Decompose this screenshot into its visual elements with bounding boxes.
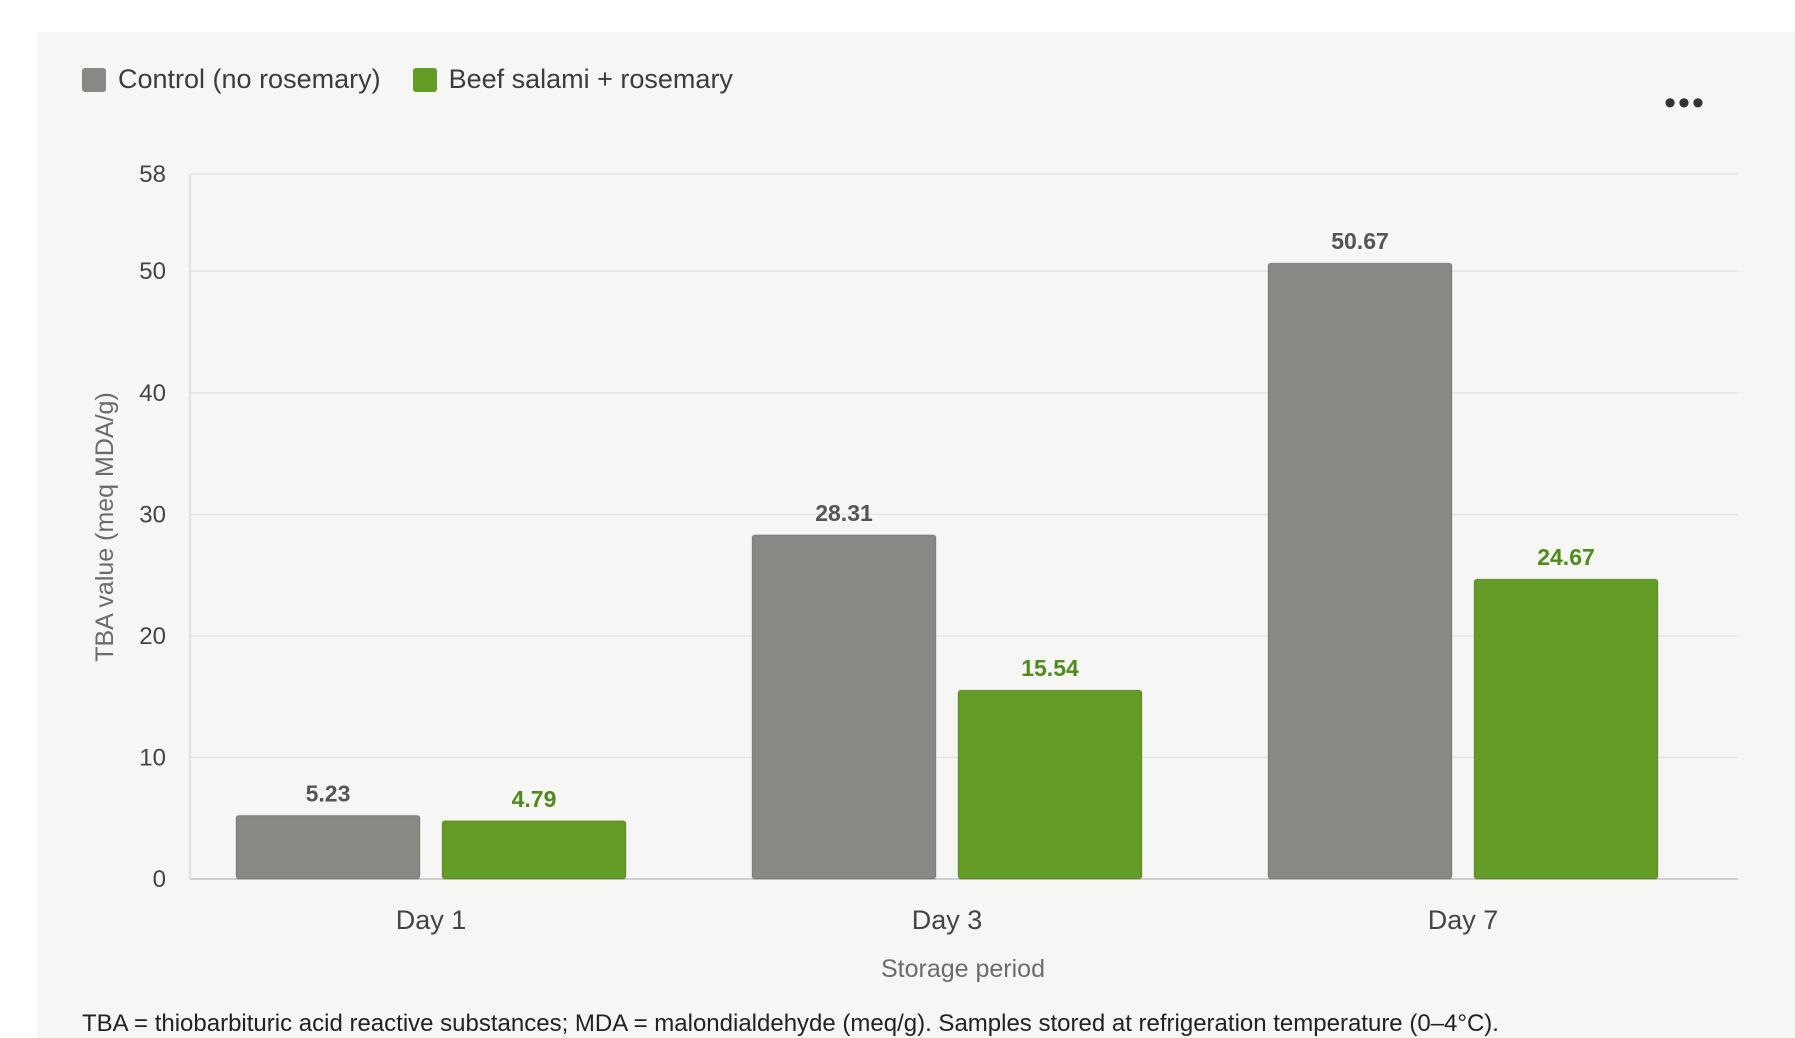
y-tick-label: 10 [139,744,166,771]
more-options-button[interactable]: ••• [1648,86,1722,134]
y-tick-label: 40 [139,380,166,407]
legend-item-rosemary[interactable]: Beef salami + rosemary [412,64,733,95]
data-label: 50.67 [1331,228,1389,254]
data-label: 4.79 [512,786,557,812]
legend-item-control[interactable]: Control (no rosemary) [82,64,381,95]
x-tick-label: Day 1 [396,905,467,935]
data-label: 28.31 [815,500,873,526]
footnote: TBA = thiobarbituric acid reactive subst… [82,1010,1499,1037]
legend-label-control: Control (no rosemary) [118,64,381,94]
data-label: 15.54 [1021,655,1079,681]
bar [235,814,421,880]
data-label: 5.23 [306,780,351,806]
y-tick-label: 30 [139,501,166,528]
x-tick-label: Day 3 [912,905,983,935]
bar [441,820,627,880]
bar [957,689,1143,880]
data-label: 24.67 [1537,544,1595,570]
legend-swatch-control [82,67,106,92]
bar [751,534,937,880]
bar [1267,262,1453,880]
legend: Control (no rosemary) Beef salami + rose… [82,64,765,95]
bar [1473,578,1659,880]
legend-swatch-rosemary [412,67,437,92]
y-tick-label: 50 [139,258,166,285]
y-tick-label: 58 [139,161,166,188]
x-tick-label: Day 7 [1428,905,1499,935]
legend-label-rosemary: Beef salami + rosemary [448,64,733,94]
y-axis-title: TBA value (meq MDA/g) [91,392,119,662]
x-axis-title: Storage period [881,955,1045,983]
y-tick-label: 20 [139,623,166,650]
y-tick-label: 0 [153,866,166,893]
more-options-icon: ••• [1664,84,1706,122]
